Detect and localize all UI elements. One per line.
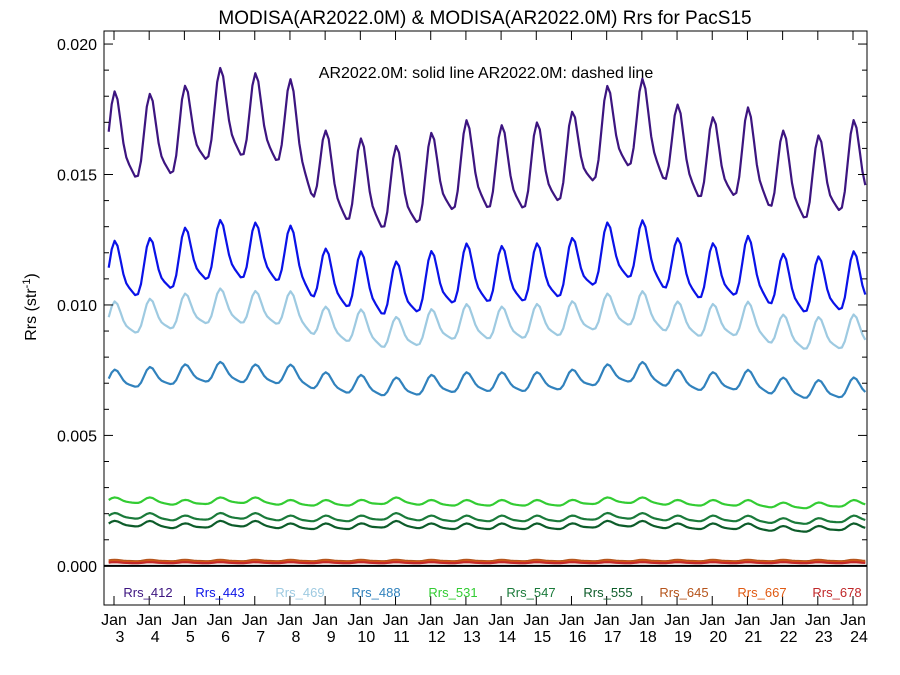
legend-label-rrs_531: Rrs_531 [428, 585, 477, 600]
y-tick-label: 0.005 [57, 428, 97, 445]
x-tick-year: 20 [709, 629, 727, 646]
x-tick-year: 11 [393, 629, 410, 646]
x-tick-month: Jan [101, 612, 127, 629]
x-tick-year: 23 [815, 629, 833, 646]
x-tick-month: Jan [242, 612, 268, 629]
series-line-rrs_547 [108, 511, 866, 525]
y-tick-label: 0.020 [57, 37, 97, 54]
x-tick-year: 12 [428, 629, 446, 646]
legend: Rrs_412 Rrs_443 Rrs_469 Rrs_488 Rrs_531 Rrs_5… [123, 585, 861, 600]
x-tick-month: Jan [594, 612, 620, 629]
x-tick-month: Jan [770, 612, 796, 629]
x-tick-year: 15 [533, 629, 551, 646]
x-tick-month: Jan [347, 612, 373, 629]
x-tick-month: Jan [840, 612, 866, 629]
line-style-annotation: AR2022.0M: solid line AR2022.0M: dashed … [319, 65, 654, 82]
x-tick-month: Jan [488, 612, 514, 629]
chart-title: MODISA(AR2022.0M) & MODISA(AR2022.0M) Rr… [218, 8, 751, 29]
x-tick-year: 22 [780, 629, 798, 646]
plot-frame [103, 30, 868, 606]
y-tick-label: 0.010 [57, 298, 97, 315]
x-tick-year: 24 [850, 629, 868, 646]
x-tick-year: 13 [463, 629, 481, 646]
x-tick-year: 4 [151, 629, 160, 646]
y-tick-label: 0.015 [57, 168, 97, 185]
legend-label-rrs_469: Rrs_469 [275, 585, 324, 600]
series-line-rrs_555 [108, 519, 866, 533]
x-tick-month: Jan [629, 612, 655, 629]
x-tick-month: Jan [136, 612, 162, 629]
legend-label-rrs_667: Rrs_667 [737, 585, 786, 600]
x-tick-month: Jan [805, 612, 831, 629]
x-tick-month: Jan [699, 612, 725, 629]
x-tick-year: 6 [221, 629, 230, 646]
x-tick-month: Jan [523, 612, 549, 629]
legend-label-rrs_488: Rrs_488 [351, 585, 400, 600]
x-tick-month: Jan [207, 612, 233, 629]
series-line-rrs_412 [107, 66, 867, 228]
x-tick-year: 16 [569, 629, 587, 646]
x-tick-year: 21 [745, 629, 763, 646]
series-line-rrs_531 [108, 496, 866, 510]
x-tick-year: 5 [186, 629, 195, 646]
x-tick-year: 18 [639, 629, 657, 646]
x-tick-year: 8 [291, 629, 300, 646]
x-tick-month: Jan [559, 612, 585, 629]
x-tick-month: Jan [277, 612, 303, 629]
series-line-rrs_488 [107, 360, 867, 399]
series-line-rrs_678 [108, 561, 866, 565]
x-tick-year: 14 [498, 629, 516, 646]
x-tick-year: 3 [116, 629, 125, 646]
y-tick-label: 0.000 [57, 559, 97, 576]
legend-label-rrs_678: Rrs_678 [812, 585, 861, 600]
x-tick-month: Jan [453, 612, 479, 629]
y-axis-label: Rrs (str-1) [21, 273, 40, 341]
axis-ticks: 0.0000.0050.0100.0150.020Jan3Jan4Jan5Jan… [57, 31, 868, 646]
legend-label-rrs_547: Rrs_547 [506, 585, 555, 600]
legend-label-rrs_412: Rrs_412 [123, 585, 172, 600]
series-line-rrs_443 [107, 218, 867, 315]
x-tick-month: Jan [418, 612, 444, 629]
x-tick-year: 10 [357, 629, 375, 646]
legend-label-rrs_443: Rrs_443 [195, 585, 244, 600]
x-tick-month: Jan [383, 612, 409, 629]
x-tick-year: 7 [256, 629, 265, 646]
legend-label-rrs_555: Rrs_555 [583, 585, 632, 600]
x-tick-month: Jan [664, 612, 690, 629]
x-tick-month: Jan [312, 612, 338, 629]
x-tick-year: 9 [327, 629, 336, 646]
x-tick-month: Jan [735, 612, 761, 629]
x-tick-month: Jan [171, 612, 197, 629]
x-tick-year: 19 [674, 629, 692, 646]
legend-label-rrs_645: Rrs_645 [659, 585, 708, 600]
series-line-rrs_469 [107, 287, 867, 350]
x-tick-year: 17 [604, 629, 622, 646]
series-lines [107, 66, 867, 565]
